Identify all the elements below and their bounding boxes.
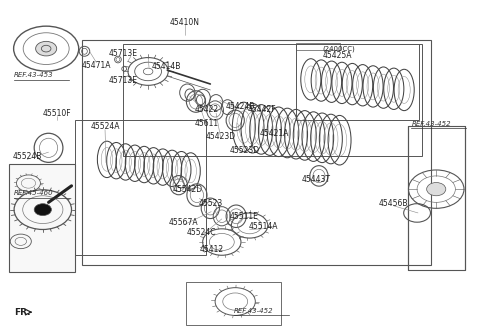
Text: REF.43-453: REF.43-453 (14, 72, 54, 78)
Text: REF.45-460: REF.45-460 (14, 190, 54, 196)
Text: 45523D: 45523D (230, 146, 260, 155)
Circle shape (34, 204, 51, 215)
Text: 45514A: 45514A (248, 222, 278, 231)
Text: 45511E: 45511E (229, 212, 258, 221)
Text: 45442F: 45442F (247, 105, 276, 114)
Text: 45424B: 45424B (225, 102, 255, 111)
Text: 45524C: 45524C (187, 228, 216, 237)
Text: 45410N: 45410N (170, 18, 200, 27)
Text: 45567A: 45567A (168, 218, 198, 227)
Polygon shape (9, 164, 75, 272)
Text: 45524A: 45524A (90, 123, 120, 131)
Text: FR.: FR. (14, 308, 31, 317)
Text: 45414B: 45414B (151, 62, 180, 71)
Text: REF.43-452: REF.43-452 (234, 308, 274, 314)
Text: 45542D: 45542D (172, 185, 203, 194)
Text: 45471A: 45471A (82, 61, 111, 70)
Text: 45713E: 45713E (108, 76, 137, 85)
Text: 45456B: 45456B (378, 199, 408, 208)
Text: REF.43-452: REF.43-452 (411, 121, 451, 127)
Text: 45412: 45412 (199, 245, 223, 254)
Circle shape (36, 42, 57, 56)
Text: (2400CC): (2400CC) (323, 45, 355, 52)
Text: 45524B: 45524B (12, 152, 42, 161)
Text: 45443T: 45443T (302, 175, 331, 184)
Text: 45425A: 45425A (323, 51, 352, 60)
Text: 45523: 45523 (198, 199, 222, 208)
Text: 45422: 45422 (194, 105, 218, 114)
Circle shape (427, 183, 446, 196)
Text: 45421A: 45421A (260, 129, 289, 138)
Text: 45510F: 45510F (43, 109, 72, 118)
Text: 45611: 45611 (194, 119, 218, 127)
Text: 45423D: 45423D (206, 132, 236, 141)
Text: 45713E: 45713E (108, 49, 137, 58)
